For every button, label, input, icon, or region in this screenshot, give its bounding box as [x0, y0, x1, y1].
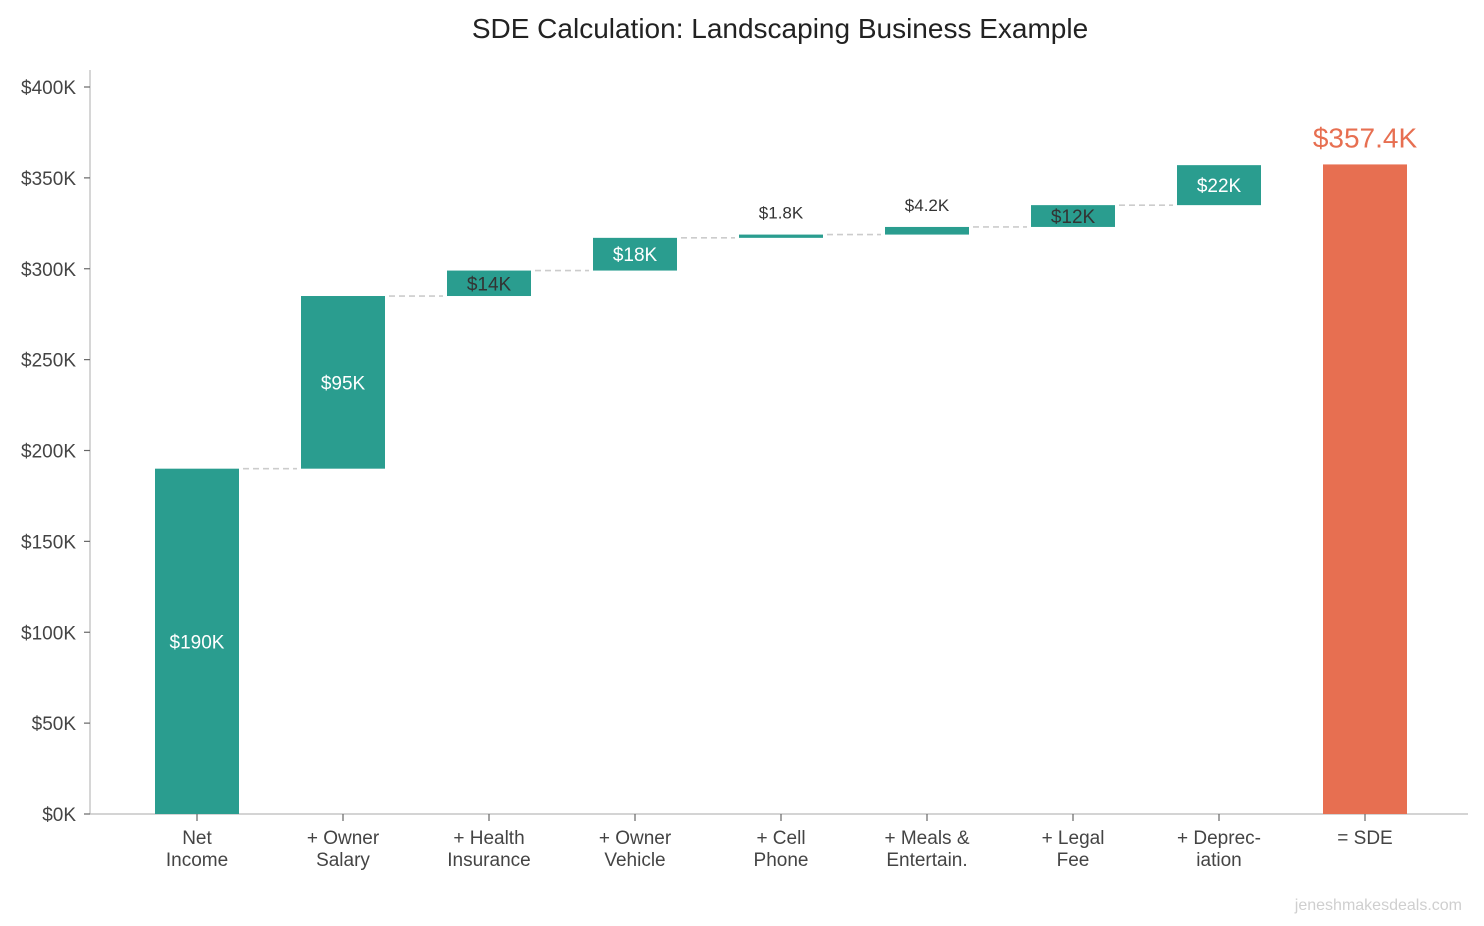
y-tick-label: $200K	[21, 442, 76, 463]
x-tick-label: + Owner	[599, 828, 672, 849]
data-label: $12K	[1051, 207, 1096, 228]
data-label: $18K	[613, 245, 658, 266]
y-tick-label: $400K	[21, 78, 76, 99]
y-tick-label: $250K	[21, 351, 76, 372]
x-tick-label: Entertain.	[886, 850, 967, 871]
x-tick-label: Income	[166, 850, 228, 871]
x-tick-label: iation	[1196, 850, 1241, 871]
x-tick-label: + Meals &	[884, 828, 969, 849]
chart-bars	[155, 164, 1407, 814]
bar-8	[1323, 164, 1407, 814]
bar-6	[1031, 205, 1115, 227]
data-label: $14K	[467, 274, 512, 295]
x-tick-label: Phone	[754, 850, 809, 871]
x-tick-label: + Legal	[1042, 828, 1105, 849]
y-tick-label: $150K	[21, 532, 76, 553]
data-label-total: $357.4K	[1313, 122, 1418, 153]
bar-4	[739, 234, 823, 238]
x-tick-label: + Owner	[307, 828, 380, 849]
data-label: $4.2K	[905, 196, 950, 215]
x-tick-label: + Health	[453, 828, 524, 849]
bar-0	[155, 468, 239, 814]
watermark-text: jeneshmakesdeals.com	[1294, 897, 1462, 914]
data-label: $22K	[1197, 176, 1242, 197]
x-tick-label: = SDE	[1337, 828, 1392, 849]
data-label: $95K	[321, 373, 366, 394]
chart-labels: $190K $95K $14K $18K $1.8K $4.2K $12K $22K $357.…	[170, 122, 1418, 653]
x-tick-label: Fee	[1057, 850, 1090, 871]
data-label: $1.8K	[759, 204, 804, 223]
y-tick-label: $350K	[21, 169, 76, 190]
bar-7	[1177, 165, 1261, 206]
y-tick-label: $50K	[32, 714, 77, 735]
y-tick-label: $0K	[42, 805, 76, 826]
chart-axes: $0K $50K $100K $150K $200K $250K $300K $350K $40…	[21, 70, 1468, 871]
bar-3	[593, 237, 677, 271]
x-tick-label: Salary	[316, 850, 370, 871]
y-tick-label: $300K	[21, 260, 76, 281]
x-tick-label: Net	[182, 828, 212, 849]
bar-5	[885, 226, 969, 235]
bar-1	[301, 296, 385, 469]
data-label: $190K	[170, 632, 225, 653]
chart-title: SDE Calculation: Landscaping Business Ex…	[472, 13, 1088, 44]
y-tick-label: $100K	[21, 623, 76, 644]
x-tick-label: + Deprec-	[1177, 828, 1261, 849]
bar-2	[447, 270, 531, 297]
x-tick-label: + Cell	[756, 828, 805, 849]
x-tick-label: Insurance	[447, 850, 530, 871]
x-tick-label: Vehicle	[604, 850, 665, 871]
